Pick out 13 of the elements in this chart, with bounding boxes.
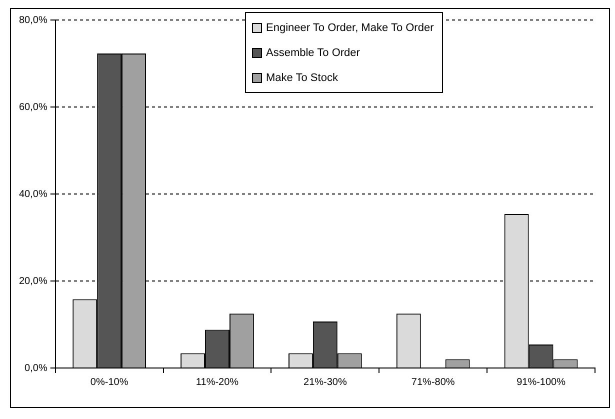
legend-label: Make To Stock — [266, 72, 338, 84]
y-tick-label: 40,0% — [18, 188, 48, 200]
x-tick-label: 71%-80% — [411, 376, 455, 388]
x-tick-label: 0%-10% — [90, 376, 128, 388]
x-tick-label: 21%-30% — [304, 376, 347, 388]
y-tick-label: 60,0% — [18, 102, 48, 113]
legend-label: Engineer To Order, Make To Order — [266, 22, 434, 34]
x-tick-label: 91%-100% — [516, 376, 566, 388]
y-tick-label: 20,0% — [18, 276, 48, 287]
x-tick-label: 11%-20% — [196, 376, 239, 388]
y-tick-label: 0,0% — [24, 362, 48, 374]
legend-label: Assemble To Order — [266, 46, 360, 58]
y-tick-label: 80,0% — [18, 14, 48, 26]
